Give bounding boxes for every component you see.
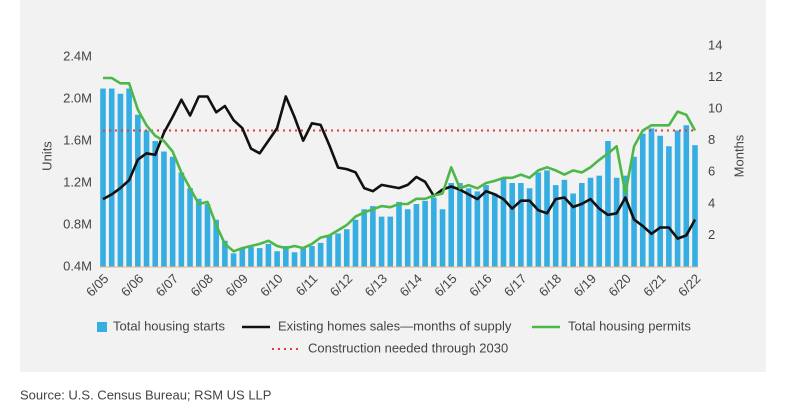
y2-tick-label: 12 xyxy=(708,69,722,84)
bar xyxy=(396,201,402,267)
bar xyxy=(178,172,185,267)
line xyxy=(102,95,697,240)
bar xyxy=(335,233,341,267)
bar xyxy=(387,216,394,267)
y2-axis-label: Months xyxy=(731,134,746,177)
bar xyxy=(291,252,298,267)
y-tick-label: 0.8M xyxy=(63,216,92,231)
bar xyxy=(222,240,228,267)
y-tick-label: 1.2M xyxy=(63,174,92,189)
bar xyxy=(544,170,550,267)
bar xyxy=(491,193,498,267)
bar xyxy=(265,243,272,267)
bar xyxy=(169,156,176,267)
bar xyxy=(413,204,420,267)
bar xyxy=(596,175,603,267)
bar xyxy=(135,114,141,268)
bar xyxy=(404,209,411,267)
bar xyxy=(230,253,237,267)
bar xyxy=(457,183,463,267)
y-tick-label: 2.4M xyxy=(63,48,92,63)
bar xyxy=(309,246,315,267)
bar xyxy=(509,183,515,267)
y-tick-label: 1.6M xyxy=(63,132,92,147)
bar xyxy=(579,183,585,267)
bar xyxy=(343,229,350,267)
bar xyxy=(552,185,559,267)
legend-label: Existing homes sales—months of supply xyxy=(278,318,512,333)
bar xyxy=(613,177,620,267)
line xyxy=(103,76,697,253)
y2-tick-label: 8 xyxy=(708,132,715,147)
bar xyxy=(317,242,324,267)
bar xyxy=(666,146,672,267)
bar xyxy=(622,175,629,267)
bar xyxy=(283,246,289,267)
y2-tick-label: 10 xyxy=(708,101,722,116)
bar xyxy=(683,125,690,267)
bar xyxy=(108,88,115,267)
bar xyxy=(422,200,428,267)
bar xyxy=(361,209,367,267)
bar xyxy=(326,235,333,267)
bar xyxy=(195,198,202,267)
bar xyxy=(692,145,698,267)
legend-label: Construction needed through 2030 xyxy=(308,340,508,355)
bar xyxy=(117,93,124,268)
bar xyxy=(213,219,219,267)
bar xyxy=(561,179,568,267)
bar xyxy=(431,197,437,267)
bar xyxy=(100,88,106,267)
bar xyxy=(648,128,655,267)
bar xyxy=(204,204,211,267)
y2-tick-label: 6 xyxy=(708,164,715,179)
y2-tick-label: 2 xyxy=(708,227,715,242)
bar xyxy=(300,248,307,267)
bar xyxy=(187,188,193,267)
bar xyxy=(518,183,524,267)
legend-label: Total housing permits xyxy=(568,318,691,333)
y2-tick-label: 4 xyxy=(708,195,715,210)
bar xyxy=(587,177,594,267)
bar xyxy=(631,156,637,267)
bar xyxy=(256,248,263,267)
bar xyxy=(639,133,646,267)
bar xyxy=(352,219,359,267)
bar xyxy=(274,251,280,267)
bar xyxy=(483,185,489,267)
bar xyxy=(370,206,376,267)
bar xyxy=(535,172,542,267)
bar xyxy=(439,209,446,267)
bar xyxy=(605,141,611,267)
bar xyxy=(674,130,681,267)
bar xyxy=(448,183,455,267)
bar xyxy=(500,177,507,267)
y-axis-label: Units xyxy=(39,141,54,171)
bar xyxy=(239,248,246,267)
bar xyxy=(526,188,533,267)
bar xyxy=(378,216,385,267)
bar xyxy=(570,193,576,267)
y2-tick-label: 14 xyxy=(708,37,722,52)
bar xyxy=(161,151,167,267)
bar xyxy=(657,135,663,267)
bar xyxy=(152,141,159,267)
legend-label: Total housing starts xyxy=(113,318,226,333)
y-tick-label: 0.4M xyxy=(63,258,92,273)
source: Source: U.S. Census Bureau; RSM US LLP xyxy=(20,387,271,402)
bar xyxy=(465,188,472,267)
y-tick-label: 2.0M xyxy=(63,90,92,105)
bar xyxy=(474,191,481,267)
legend-swatch xyxy=(97,322,107,332)
bar xyxy=(143,130,150,267)
bar xyxy=(248,247,254,267)
